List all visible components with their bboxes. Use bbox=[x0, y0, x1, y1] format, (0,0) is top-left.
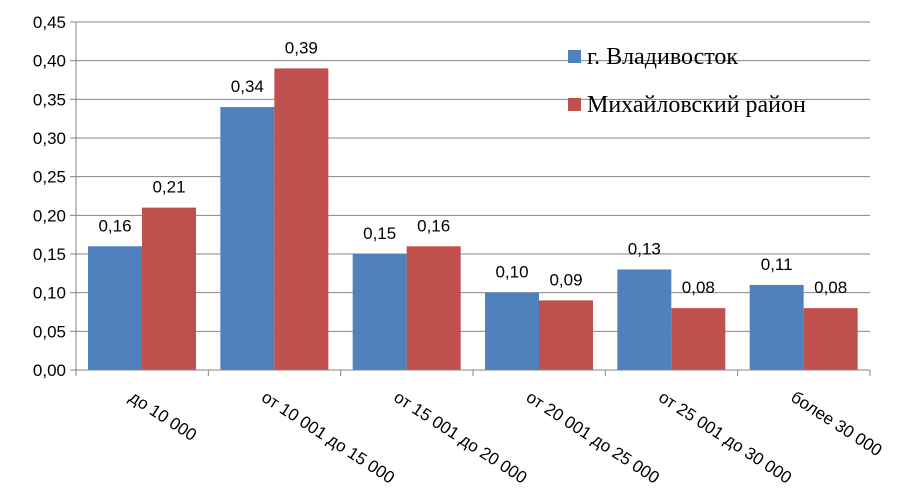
y-tick-label: 0,45 bbox=[33, 13, 66, 32]
y-tick-labels: 0,00 0,05 0,10 0,15 0,20 0,25 0,30 0,35 0,40 0,45 bbox=[33, 13, 66, 380]
bar bbox=[88, 246, 142, 370]
bar bbox=[352, 254, 407, 370]
data-label: 0,11 bbox=[761, 255, 793, 274]
y-tick-label: 0,40 bbox=[33, 52, 66, 71]
data-label: 0,10 bbox=[495, 263, 528, 282]
bar bbox=[406, 246, 461, 370]
data-label: 0,16 bbox=[98, 216, 131, 235]
legend-label-mikhailovsky: Михайловский район bbox=[587, 92, 806, 118]
axes bbox=[75, 22, 871, 376]
data-label: 0,39 bbox=[285, 38, 318, 57]
data-labels: 0,16 0,21 0,34 0,39 0,15 0,16 0,10 0,09 0,13 0,08… bbox=[98, 38, 847, 297]
category-label: от 25 001 до 30 000 bbox=[655, 387, 795, 487]
legend-label-vladivostok: г. Владивосток bbox=[587, 44, 738, 70]
bar bbox=[274, 68, 329, 371]
y-tick-label: 0,35 bbox=[33, 90, 66, 109]
y-tick-label: 0,05 bbox=[33, 322, 66, 341]
gridlines bbox=[70, 21, 870, 371]
y-tick-label: 0,20 bbox=[33, 206, 66, 225]
y-tick-label: 0,10 bbox=[33, 284, 66, 303]
data-label: 0,21 bbox=[152, 178, 185, 197]
y-tick-label: 0,30 bbox=[33, 129, 66, 148]
bar bbox=[220, 107, 275, 371]
bar bbox=[539, 300, 593, 370]
category-label: от 20 001 до 25 000 bbox=[523, 387, 663, 487]
data-label: 0,08 bbox=[814, 278, 847, 297]
legend-swatch-mikhailovsky bbox=[568, 98, 581, 111]
bars bbox=[88, 68, 858, 371]
data-label: 0,13 bbox=[628, 239, 661, 258]
y-tick-label: 0,25 bbox=[33, 168, 66, 187]
legend-swatch-vladivostok bbox=[568, 50, 581, 63]
data-label: 0,34 bbox=[231, 77, 264, 96]
category-label: от 15 001 до 20 000 bbox=[390, 387, 530, 487]
legend: г. Владивосток Михайловский район bbox=[568, 44, 806, 118]
bar bbox=[142, 207, 196, 370]
bar bbox=[803, 308, 858, 370]
data-label: 0,15 bbox=[363, 224, 396, 243]
bar bbox=[485, 292, 539, 370]
bar bbox=[617, 269, 672, 370]
category-label: более 30 000 bbox=[787, 387, 885, 460]
data-label: 0,16 bbox=[417, 216, 450, 235]
category-label: от 10 001 до 15 000 bbox=[258, 387, 398, 487]
y-tick-label: 0,15 bbox=[33, 245, 66, 264]
data-label: 0,09 bbox=[549, 270, 582, 289]
bar bbox=[749, 284, 804, 370]
category-label: до 10 000 bbox=[126, 387, 200, 444]
data-label: 0,08 bbox=[682, 278, 715, 297]
bar bbox=[671, 308, 726, 370]
y-tick-label: 0,00 bbox=[33, 361, 66, 380]
